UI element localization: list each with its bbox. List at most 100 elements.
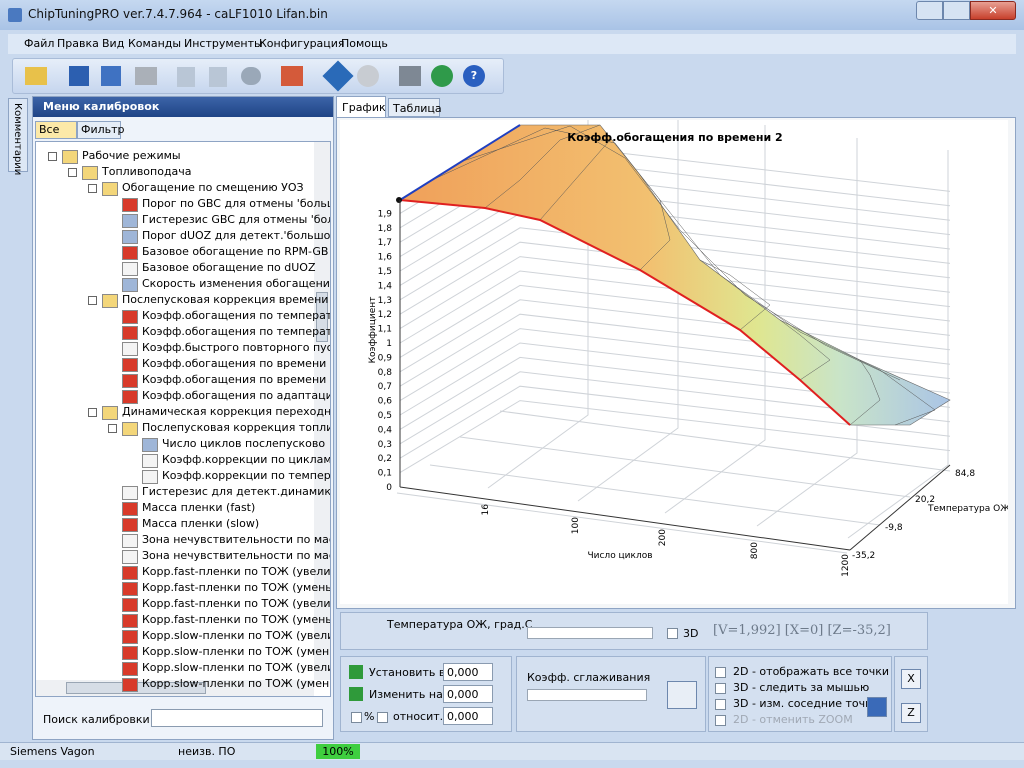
side-tab[interactable]: Комментарии — [8, 98, 28, 176]
tree-icon — [142, 470, 158, 484]
z-tick-label: -35,2 — [852, 551, 875, 561]
change-input[interactable]: 0,000 — [443, 685, 493, 703]
window-title: ChipTuningPRO ver.7.4.7.964 - caLF1010 L… — [28, 7, 328, 21]
tree-icon — [122, 614, 138, 628]
open-icon[interactable] — [25, 67, 47, 85]
save-icon[interactable] — [69, 66, 89, 86]
menu-item[interactable]: Конфигурация — [259, 37, 345, 50]
undo-icon[interactable] — [241, 67, 261, 85]
tree-label: Число циклов послепусково — [162, 437, 326, 450]
expander — [88, 184, 97, 193]
tree-label: Коэфф.обогащения по температ — [142, 309, 331, 322]
slider-panel: Температура ОЖ, град.С 3D [V=1,992] [X=0… — [340, 612, 928, 650]
grid-button[interactable] — [867, 697, 887, 717]
chart-icon[interactable] — [281, 66, 303, 86]
check-3d[interactable] — [667, 628, 678, 639]
menu-bar: Файл Правка Вид Команды Инструменты Конфигура… — [8, 34, 1016, 54]
menu-item[interactable]: Файл — [24, 37, 55, 50]
print-icon[interactable] — [135, 67, 157, 85]
apply-smooth[interactable] — [667, 681, 697, 709]
y-tick-label: 1,4 — [378, 281, 393, 291]
minimize-button[interactable] — [916, 1, 943, 20]
search-input[interactable] — [151, 709, 323, 727]
temp-slider[interactable] — [527, 627, 653, 639]
calibration-tree: Рабочие режимы Топливоподача Обогащение по… — [35, 141, 331, 697]
y-tick-label: 1,3 — [378, 296, 392, 306]
smooth-slider[interactable] — [527, 689, 647, 701]
tree-label: Послепусковая коррекция топли — [142, 421, 331, 434]
menu-item[interactable]: Помощь — [341, 37, 388, 50]
paste-icon[interactable] — [209, 67, 227, 87]
tree-label: Коэфф.обогащения по времени 2 — [142, 373, 331, 386]
y-tick-label: 1,2 — [378, 310, 392, 320]
calc-icon[interactable] — [357, 65, 379, 87]
tree-icon — [122, 278, 138, 292]
relative-input[interactable]: 0,000 — [443, 707, 493, 725]
grid-line — [399, 256, 951, 330]
grid-line — [577, 120, 679, 502]
percent-check[interactable] — [351, 712, 362, 723]
tree-label: Динамическая коррекция переходны — [122, 405, 331, 418]
close-button[interactable]: ✕ — [970, 1, 1016, 20]
tab-filter[interactable]: Фильтр — [77, 121, 125, 139]
option-check[interactable] — [715, 699, 726, 710]
change-arrow[interactable] — [349, 687, 363, 701]
grid-line — [399, 270, 951, 344]
side-tab-label: Комментарии — [12, 103, 23, 176]
tree-label: Коэфф.коррекции по циклам — [162, 453, 331, 466]
save-as-icon[interactable] — [101, 66, 121, 86]
expander — [48, 152, 57, 161]
grid-line — [499, 410, 951, 472]
tree-label: Корр.slow-пленки по ТОЖ (увели — [142, 629, 331, 642]
tree-icon — [122, 486, 138, 500]
x-button[interactable]: X — [901, 669, 921, 689]
tab-table[interactable]: Таблица — [388, 98, 442, 117]
tree-icon — [102, 294, 118, 308]
front-edge — [399, 199, 851, 426]
readout: [V=1,992] [X=0] [Z=-35,2] — [713, 623, 891, 638]
tree-icon — [122, 422, 138, 436]
y-tick-label: 0,4 — [378, 425, 393, 435]
grid-line — [399, 371, 951, 445]
tree-icon — [122, 502, 138, 516]
help-icon[interactable]: ? — [463, 65, 485, 87]
copy-icon[interactable] — [177, 67, 195, 87]
info-icon[interactable] — [322, 60, 354, 92]
tree-icon — [122, 262, 138, 276]
tab-all[interactable]: Все — [35, 121, 77, 139]
menu-item[interactable]: Команды — [128, 37, 182, 50]
grid-line — [664, 125, 766, 514]
menu-item[interactable]: Инструменты — [184, 37, 263, 50]
y-tick-label: 1,6 — [378, 253, 393, 263]
option-check[interactable] — [715, 683, 726, 694]
set-input[interactable]: 0,000 — [443, 663, 493, 681]
left-edge — [399, 124, 521, 201]
tools-icon[interactable] — [399, 66, 421, 86]
y-tick-label: 0,8 — [378, 368, 393, 378]
y-tick-label: 1,8 — [378, 224, 393, 234]
option-check[interactable] — [715, 715, 726, 726]
z-tick-label: 84,8 — [955, 469, 975, 479]
tree-label: Топливоподача — [102, 165, 192, 178]
set-arrow[interactable] — [349, 665, 363, 679]
tree-icon — [142, 438, 158, 452]
scroll-thumb[interactable] — [316, 292, 328, 342]
y-tick-label: 0 — [386, 483, 392, 493]
expander — [108, 424, 117, 433]
tab-graph[interactable]: График — [336, 96, 386, 118]
relative-check[interactable] — [377, 712, 388, 723]
z-button[interactable]: Z — [901, 703, 921, 723]
edit-panel: Установить в 0,000 Изменить на 0,000 % о… — [340, 656, 512, 732]
tree-label: Коэфф.обогащения по температ — [142, 325, 331, 338]
tree-label: Гистерезис GBC для отмены 'бол — [142, 213, 331, 226]
option-check[interactable] — [715, 667, 726, 678]
maximize-button[interactable] — [943, 1, 970, 20]
menu-item[interactable]: Вид — [102, 37, 125, 50]
tree-label: Коэфф.обогащения по адаптаци — [142, 389, 331, 402]
menu-item[interactable]: Правка — [57, 37, 99, 50]
web-icon[interactable] — [431, 65, 453, 87]
tree-label: Корр.fast-пленки по ТОЖ (умень — [142, 613, 331, 626]
tree-label: Масса пленки (fast) — [142, 501, 256, 514]
tree-icon — [122, 630, 138, 644]
